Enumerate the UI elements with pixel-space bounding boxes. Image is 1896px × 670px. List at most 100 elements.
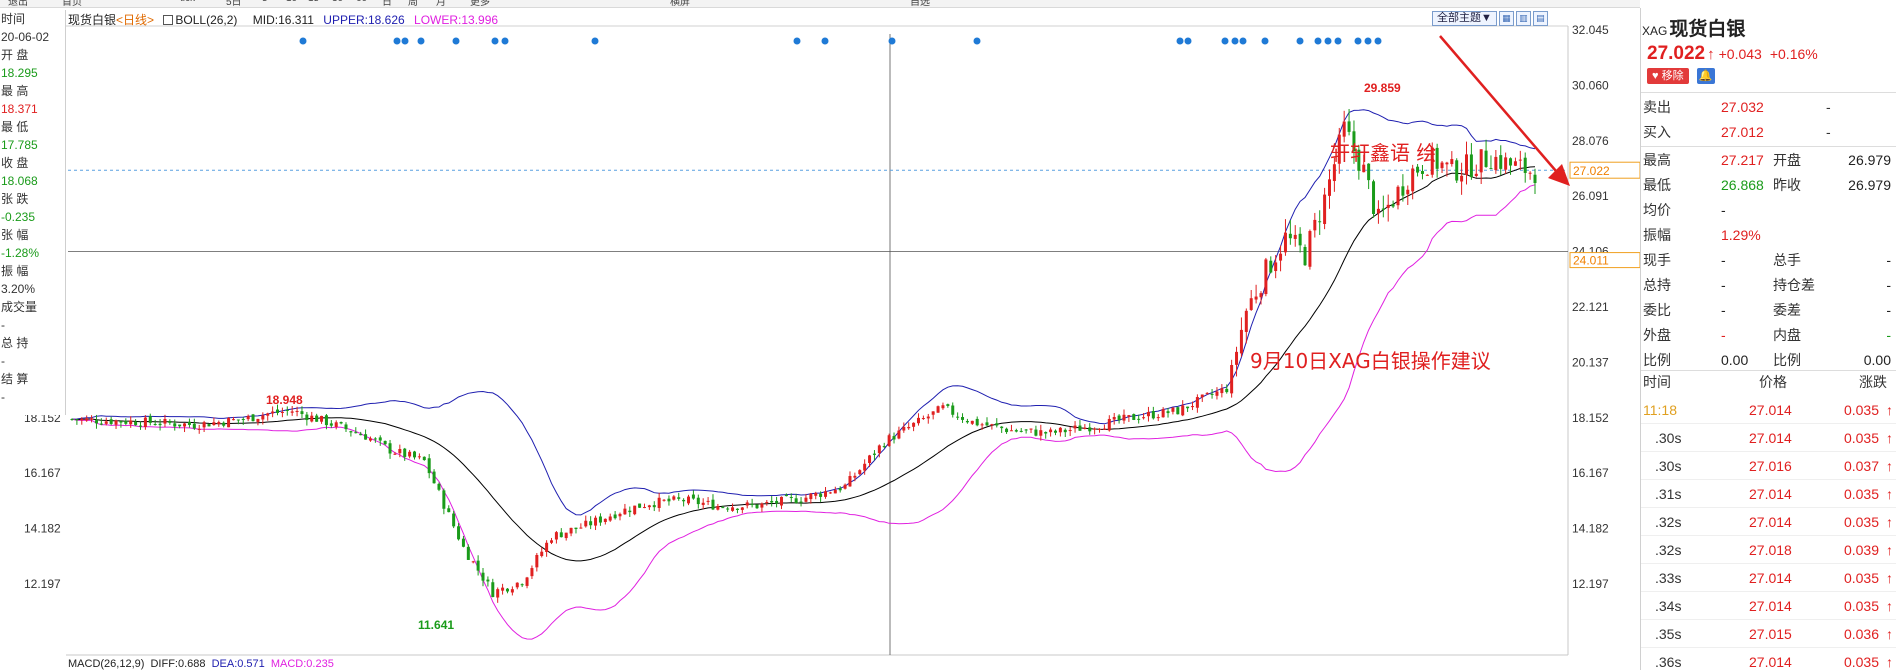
analysis-title: 9月10日XAG白银操作建议 [1250, 349, 1491, 373]
info-label: 总 持 [1, 336, 29, 350]
candle-body [647, 505, 651, 508]
price-axis-tick: 26.091 [1572, 189, 1609, 203]
candle-body [1283, 232, 1287, 253]
chart-header: 现货白银<日线> BOLL(26,2) MID:16.311 UPPER:18.… [68, 11, 504, 27]
candle-body [677, 497, 681, 499]
candle-body [251, 414, 255, 422]
tick-price: 27.014 [1749, 570, 1792, 586]
candle-body [70, 418, 74, 420]
tick-change: 0.036 [1843, 626, 1879, 642]
candle-body [564, 532, 568, 539]
toolbar-item[interactable]: 5日 [226, 0, 242, 8]
event-dot [973, 37, 981, 45]
candle-body [608, 516, 612, 521]
candle-body [931, 411, 935, 415]
left-axis-tick: 14.182 [24, 522, 61, 536]
candle-body [1406, 189, 1410, 195]
candle-body [579, 527, 583, 529]
toolbar-item[interactable]: 横屏 [670, 0, 690, 8]
candle-body [1239, 329, 1243, 354]
macd-dea: DEA:0.571 [211, 658, 265, 670]
candle-body [1484, 150, 1488, 167]
tick-change: 0.035 [1843, 598, 1879, 614]
toolbar-item[interactable]: 周 [408, 0, 418, 8]
candle-body [1137, 418, 1141, 420]
candle-body [809, 493, 813, 500]
toolbar-item[interactable]: 退出 [8, 0, 28, 8]
quote-change: +0.043 [1718, 46, 1762, 62]
candle-body [163, 418, 167, 424]
divider [1641, 370, 1896, 371]
left-axis-tick: 12.197 [24, 577, 61, 591]
toolbar-item[interactable]: 首页 [62, 0, 82, 8]
ticks-header-time: 时间 [1643, 374, 1671, 390]
candle-body [505, 588, 509, 592]
candle-body [1029, 428, 1033, 430]
candle-body [799, 501, 803, 503]
stat-value: - [1721, 252, 1726, 268]
left-axis-tick: 16.167 [24, 466, 61, 480]
candle-body [1053, 430, 1057, 433]
boll-lower: LOWER:13.996 [414, 13, 499, 27]
candle-body [642, 507, 646, 509]
candle-body [652, 505, 656, 508]
candle-body [926, 416, 930, 419]
toolbar-item[interactable]: 10 [286, 0, 297, 7]
toolbar-item[interactable]: 更多 [470, 0, 490, 8]
candle-body [1386, 204, 1390, 208]
stat-row: 比例 0.00 比例 0.00 [1641, 348, 1896, 373]
stat-row: 外盘 - 内盘 - [1641, 323, 1896, 348]
candle-body [124, 420, 128, 424]
all-themes-dropdown[interactable]: 全部主题▼ [1432, 11, 1497, 26]
toolbar-item[interactable]: 月 [436, 0, 446, 8]
buy-price: 27.012 [1721, 124, 1764, 140]
toolbar-item[interactable]: 30 [332, 0, 343, 7]
candle-body [1411, 168, 1415, 192]
toolbar-item[interactable]: 15 [308, 0, 319, 7]
toolbar-item[interactable]: 5 [262, 0, 268, 7]
toolbar-item[interactable]: 日 [382, 0, 392, 8]
candle-body [285, 409, 289, 411]
candle-body [1014, 430, 1018, 432]
candle-body [912, 422, 916, 427]
candle-body [779, 496, 783, 506]
ticks-header-change: 涨跌 [1859, 374, 1887, 390]
period-label[interactable]: <日线> [116, 13, 155, 27]
layout-icon-2[interactable]: ▥ [1515, 11, 1531, 26]
candle-body [1112, 416, 1116, 420]
candle-body [1425, 174, 1429, 176]
watermark-text: 轩轩鑫语 绘 [1330, 141, 1436, 165]
remove-watchlist-button[interactable]: ♥ 移除 [1647, 68, 1689, 84]
layout-icon-1[interactable]: ▦ [1498, 11, 1514, 26]
candle-body [863, 463, 867, 471]
stat-label: 昨收 [1773, 177, 1801, 193]
candle-body [231, 419, 235, 421]
candle-body [1509, 158, 1513, 166]
stat-label: 现手 [1643, 252, 1671, 268]
toolbar-item[interactable]: tick [180, 0, 195, 7]
info-value: 18.295 [1, 66, 38, 80]
candle-body [633, 505, 637, 515]
candle-body [951, 405, 955, 415]
quote-actions: ♥ 移除 🔔 [1647, 68, 1715, 84]
layout-icon-3[interactable]: ▤ [1532, 11, 1548, 26]
event-dot [591, 37, 599, 45]
tick-row: .31s 27.014 0.035 ↑ [1641, 480, 1896, 508]
info-value: 17.785 [1, 138, 38, 152]
candle-body [1000, 426, 1004, 429]
candle-body [1186, 406, 1190, 409]
candle-body [716, 506, 720, 510]
price-chart[interactable]: 32.04530.06028.07626.09124.10622.12120.1… [0, 0, 1640, 670]
tick-change: 0.035 [1843, 430, 1879, 446]
candle-body [99, 423, 103, 425]
candle-body [217, 422, 221, 425]
candle-body [1156, 417, 1160, 419]
price-axis-tick: 30.060 [1572, 78, 1609, 92]
candle-body [90, 418, 94, 420]
candle-body [1024, 429, 1028, 431]
alert-bell-icon[interactable]: 🔔 [1696, 68, 1715, 84]
toolbar-item[interactable]: 自选 [910, 0, 930, 8]
candle-body [1205, 392, 1209, 394]
toolbar-item[interactable]: 60 [356, 0, 367, 7]
candle-body [1313, 219, 1317, 231]
